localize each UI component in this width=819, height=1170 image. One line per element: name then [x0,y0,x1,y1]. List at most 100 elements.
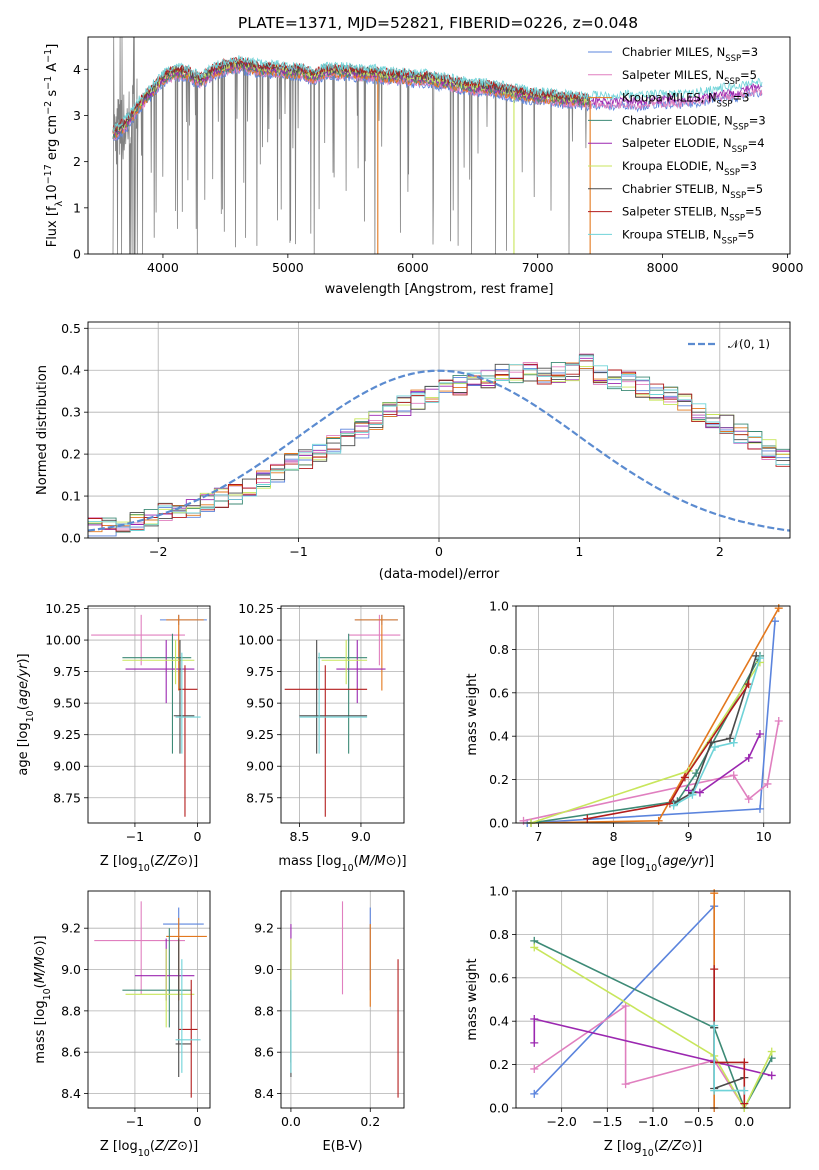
errorbar-point [173,640,195,754]
x-tick-label: −0.5 [683,1114,713,1129]
weight-marker [530,1089,539,1098]
x-axis-label: wavelength [Angstrom, rest frame] [325,282,554,297]
x-tick-label: 10 [756,829,772,844]
y-tick-label: 9.0 [254,962,274,977]
y-tick-label: 1 [73,200,81,215]
residual-histogram-plot: −2 −1 0 1 2 0.0 0.1 0.2 0.3 0.4 0.5 𝒩(0, 1) (data-mo… [35,321,791,582]
x-axis-label: (data-model)/error [379,567,500,582]
errorbar-points [284,614,401,817]
y-tick-label: 0 [73,247,81,262]
y-tick-label: 0.0 [489,816,509,831]
legend-entry: Salpeter MILES, NSSP=5 [622,68,757,87]
errorbar-point [175,959,201,1073]
y-tick-label: 0.5 [61,321,81,336]
weight-series-line [587,683,750,820]
legend-entry: Chabrier MILES, NSSP=3 [622,45,758,64]
weight-marker [621,1080,630,1089]
y-tick-label: 0.8 [489,642,509,657]
weight-marker [583,814,592,823]
y-tick-label: 8.75 [246,790,274,805]
y-tick-label: 10.00 [238,633,274,648]
weight-marker [530,1064,539,1073]
y-tick-label: 9.00 [246,759,274,774]
x-tick-label: −1 [126,1114,144,1129]
residual-histogram [88,357,790,532]
x-tick-label: −1 [126,829,144,844]
residual-histogram [88,363,790,537]
y-tick-label: 9.0 [61,962,81,977]
y-tick-label: 9.50 [53,696,81,711]
weight-marker [725,734,734,743]
x-tick-label: 8.5 [290,829,310,844]
residual-histogram [88,366,790,525]
errorbar-points [91,614,207,817]
x-tick-label: 0.0 [281,1114,301,1129]
weight-marker [710,1021,719,1030]
x-tick-label: 4000 [147,260,179,275]
errorbar-point [354,614,398,691]
y-tick-label: 10.00 [45,633,81,648]
y-tick-label: 9.50 [246,696,274,711]
weight-marker [740,1099,749,1108]
residual-histogram [88,354,790,527]
mass-vs-metallicity-plot: −1 0 8.4 8.6 8.8 9.0 9.2 Z [log10(Z/Z⊙)] mass [l… [33,890,211,1159]
weight-marker [755,654,764,663]
errorbar-point [284,665,368,817]
weight-lines [519,604,783,827]
weight-vs-metallicity-plot: −2.0 −1.5 −1.0 −0.5 0.0 0.0 0.2 0.4 0.6 0.8 1.0 Z [… [465,884,791,1159]
age-vs-mass-plot: 8.5 9.0 8.75 9.00 9.25 9.50 9.75 10.00 10.25 mass… [238,601,406,873]
weight-marker [755,730,764,739]
y-tick-label: 9.25 [53,727,81,742]
weight-marker [669,801,678,810]
weight-marker [774,717,783,726]
figure-title: PLATE=1371, MJD=52821, FIBERID=0226, z=0… [238,14,638,32]
legend-entry: Kroupa STELIB, NSSP=5 [622,227,754,246]
axes-frame [515,890,791,1109]
x-tick-label: 7000 [522,260,554,275]
normal-curve [88,369,790,532]
weight-marker [755,804,764,813]
residual-histogram [88,355,790,531]
age-vs-metallicity-plot: −1 0 8.75 9.00 9.25 9.50 9.75 10.00 10.25 Z [log1… [16,601,211,874]
y-tick-label: 0.6 [489,685,509,700]
spectrum-plot: 4000 5000 6000 7000 8000 9000 0 1 2 3 4 Chabrier MI… [43,36,803,297]
y-axis-label: Normed distribution [35,365,50,495]
weight-marker [770,617,779,626]
axes-frame [87,36,791,255]
x-tick-label: 0 [194,1114,202,1129]
weight-marker [744,795,753,804]
x-axis-label: Z [log10(Z/Z⊙)] [100,1139,198,1159]
y-tick-label: 9.25 [246,727,274,742]
errorbar-point [125,640,195,704]
y-tick-label: 1.0 [489,599,509,614]
axes-frame [87,605,211,824]
y-tick-label: 8.6 [61,1045,81,1060]
y-tick-label: 0.4 [489,729,509,744]
residual-histogram [88,362,790,533]
y-tick-label: 0.2 [489,772,509,787]
x-axis-label: E(B-V) [322,1139,362,1154]
x-tick-label: 6000 [397,260,429,275]
histogram-lines [88,353,790,537]
errorbar-point [317,633,368,754]
y-axis-label: mass weight [465,958,480,1040]
model-spectrum [112,55,763,134]
errorbar-point [299,652,368,754]
errorbar-point [91,614,185,666]
errorbar-point [94,901,185,995]
weight-marker [530,943,539,952]
axes-frame [515,605,791,824]
y-axis-label: mass weight [465,673,480,755]
weight-marker [710,965,719,974]
weight-marker [519,816,528,825]
weight-marker [774,604,783,613]
y-tick-label: 0.3 [61,405,81,420]
y-tick-label: 10.25 [238,601,274,616]
y-axis-label: Flux [fλ10−17 erg cm−2 s−1 A−1] [43,44,65,248]
x-tick-label: 8000 [647,260,679,275]
x-tick-label: 5000 [272,260,304,275]
axes-frame [87,890,211,1109]
weight-marker [530,1038,539,1047]
weight-series-line [688,733,761,794]
weight-marker [767,1047,776,1056]
